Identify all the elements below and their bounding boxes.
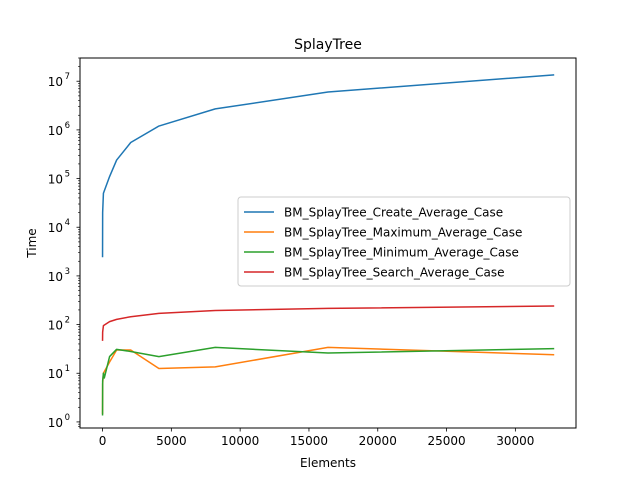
y-tick-base: 10	[48, 124, 63, 138]
y-tick-label: 10	[48, 173, 63, 187]
plot-frame	[79, 57, 577, 429]
y-tick-exponent: 7	[65, 72, 70, 82]
x-tick-label: 15000	[290, 434, 328, 448]
x-tick-label: 5000	[156, 434, 187, 448]
series-line-1	[101, 74, 555, 258]
y-tick-exponent: 4	[65, 218, 70, 228]
legend: BM_SplayTree_Create_Average_Case BM_Splay…	[237, 196, 571, 287]
y-tick-base: 10	[48, 270, 63, 284]
y-axis-label: Time	[25, 228, 39, 258]
y-tick-label: 10	[48, 75, 63, 89]
chart-title: SplayTree	[294, 37, 362, 53]
x-tick-label: 20000	[359, 434, 397, 448]
x-tick-label: 30000	[496, 434, 534, 448]
series-line-4	[101, 305, 555, 341]
legend-label: BM_SplayTree_Search_Average_Case	[284, 266, 504, 280]
y-tick-base: 10	[48, 75, 63, 89]
y-tick-label: 10	[48, 319, 63, 333]
y-tick-exponent: 2	[65, 316, 70, 326]
legend-label: BM_SplayTree_Minimum_Average_Case	[284, 246, 519, 260]
y-tick-base: 10	[48, 173, 63, 187]
y-tick-exponent: 6	[65, 121, 70, 131]
series-line-3	[101, 346, 555, 416]
x-tick-label: 25000	[427, 434, 465, 448]
y-tick-exponent: 0	[65, 413, 70, 423]
y-tick-base: 10	[48, 367, 63, 381]
y-tick-base: 10	[48, 416, 63, 430]
x-tick-label: 10000	[221, 434, 259, 448]
y-tick-exponent: 1	[65, 364, 70, 374]
y-tick-base: 10	[48, 221, 63, 235]
y-tick-exponent: 3	[65, 267, 70, 277]
y-tick-exponent: 5	[65, 170, 70, 180]
y-tick-label: 10	[48, 124, 63, 138]
x-axis: 0 5000 10000 15000 20000 25000 30000	[99, 428, 534, 448]
series-layer	[101, 74, 555, 416]
y-tick-base: 10	[48, 319, 63, 333]
legend-label: BM_SplayTree_Maximum_Average_Case	[284, 226, 522, 240]
y-tick-label: 10	[48, 367, 63, 381]
x-axis-label: Elements	[300, 456, 356, 470]
y-tick-label: 10	[48, 416, 63, 430]
y-tick-label: 10	[48, 270, 63, 284]
legend-label: BM_SplayTree_Create_Average_Case	[284, 206, 503, 220]
y-tick-label: 10	[48, 221, 63, 235]
x-tick-label: 0	[99, 434, 107, 448]
legend-frame	[237, 196, 571, 287]
